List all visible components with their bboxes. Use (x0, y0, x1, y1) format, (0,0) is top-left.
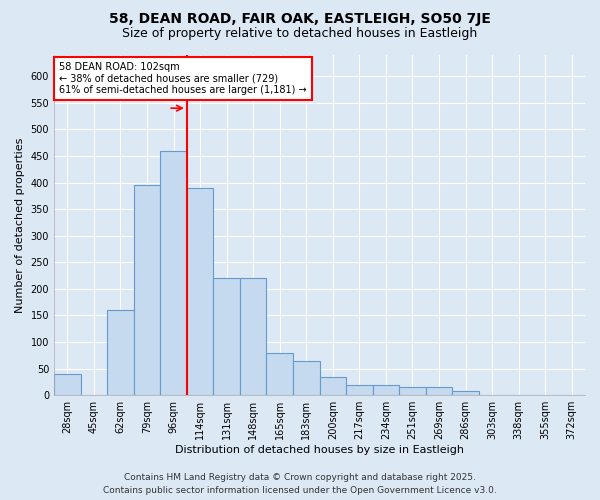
Bar (160, 150, 187, 395)
Bar (293, 360, 320, 395)
Bar (346, 384, 373, 395)
Bar (426, 387, 452, 395)
Bar (373, 384, 399, 395)
Bar (240, 278, 266, 395)
Bar (266, 352, 293, 395)
Bar (452, 391, 479, 395)
Bar (187, 188, 214, 395)
Bar (107, 310, 134, 395)
Bar (134, 185, 160, 395)
Bar (399, 387, 426, 395)
Text: Contains HM Land Registry data © Crown copyright and database right 2025.
Contai: Contains HM Land Registry data © Crown c… (103, 474, 497, 495)
Bar (214, 278, 240, 395)
Text: 58 DEAN ROAD: 102sqm
← 38% of detached houses are smaller (729)
61% of semi-deta: 58 DEAN ROAD: 102sqm ← 38% of detached h… (59, 62, 307, 95)
Y-axis label: Number of detached properties: Number of detached properties (15, 138, 25, 313)
Bar (54, 374, 80, 395)
Text: Size of property relative to detached houses in Eastleigh: Size of property relative to detached ho… (122, 28, 478, 40)
X-axis label: Distribution of detached houses by size in Eastleigh: Distribution of detached houses by size … (175, 445, 464, 455)
Text: 58, DEAN ROAD, FAIR OAK, EASTLEIGH, SO50 7JE: 58, DEAN ROAD, FAIR OAK, EASTLEIGH, SO50… (109, 12, 491, 26)
Bar (320, 376, 346, 395)
